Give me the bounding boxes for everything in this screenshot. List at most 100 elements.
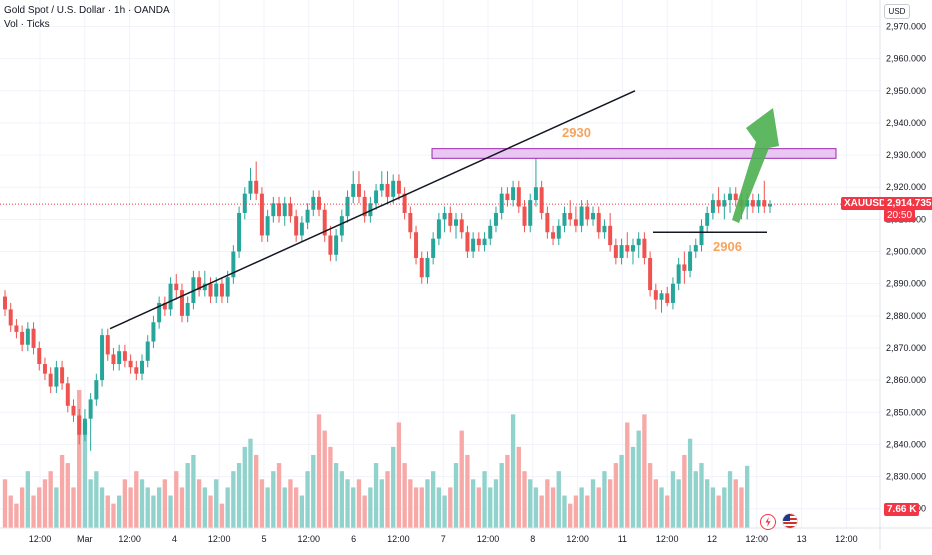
candle-body [705,212,710,226]
candle-body [219,283,224,297]
volume-bar [316,414,322,528]
candle-body [454,219,459,226]
volume-bar [470,479,476,528]
volume-bar [402,463,407,528]
volume-layer [2,390,750,528]
volume-bar [744,465,750,528]
candle-body [8,309,13,326]
candle-body [676,264,681,284]
candle-body [459,219,464,233]
volume-bar [156,487,162,528]
time-tick-label: 11 [618,534,627,544]
volume-bar [687,438,693,528]
volume-bar [225,487,230,528]
candle-body [573,219,578,226]
volume-bar [505,454,510,528]
support-label[interactable]: 2906 [713,239,742,254]
time-tick-label: 12:00 [387,534,410,544]
candle-body [745,200,750,207]
candle-body [442,212,447,220]
volume-bar [122,479,128,528]
candle-body [391,180,396,197]
candle-body [37,347,42,365]
volume-bar [162,479,168,528]
chart-legend: Gold Spot / U.S. Dollar · 1h · OANDA Vol… [4,4,170,32]
volume-bar [373,463,379,528]
volume-bar [168,495,173,528]
candle-body [100,335,105,381]
time-tick-label: 12:00 [566,534,589,544]
volume-bar [54,487,59,528]
volume-bar [659,487,664,528]
candle-body [71,405,76,416]
time-tick-label: 4 [172,534,177,544]
candle-body [556,225,561,239]
volume-bar [699,463,704,528]
volume-bar [436,487,442,528]
volume-bar [202,487,207,528]
volume-bar [636,430,641,528]
resistance-zone [431,148,837,159]
volume-bar [174,471,179,528]
time-tick-label: 7 [441,534,446,544]
price-tick-label: 2,960.000 [886,54,926,64]
candle-body [499,193,504,213]
currency-selector[interactable]: USD [884,4,910,19]
candle-body [214,283,219,297]
volume-bar [236,463,242,528]
time-tick-label: 12:00 [208,534,231,544]
candle-body [768,204,772,207]
lightning-icon[interactable] [760,514,776,530]
volume-bar [19,487,25,528]
candle-body [665,293,670,303]
us-flag-icon[interactable] [782,513,798,529]
candle-body [237,212,242,252]
candle-body [642,238,647,258]
candle-body [493,212,498,226]
price-tick-label: 2,900.000 [886,247,926,257]
price-tick-label: 2,970.000 [886,22,926,32]
volume-bar [716,495,721,528]
volume-title[interactable]: Vol · Ticks [4,19,50,30]
candle-body [88,399,93,419]
candle-body [728,193,733,201]
price-tick-label: 2,860.000 [886,375,926,385]
volume-bar [139,479,145,528]
volume-bar [25,471,31,528]
candle-body [619,245,624,258]
candle-body [145,341,150,361]
price-tick-label: 2,950.000 [886,86,926,96]
volume-bar [94,471,99,528]
time-tick-label: 12:00 [118,534,141,544]
candle-body [77,415,82,435]
candle-body [111,354,116,365]
candle-body [539,187,544,213]
candle-body [431,238,436,258]
symbol-title[interactable]: Gold Spot / U.S. Dollar · 1h · OANDA [4,5,170,16]
volume-bar [265,487,270,528]
candle-body [585,206,590,220]
symbol-tag: XAUUSD [841,197,890,210]
volume-bar [727,471,733,528]
resistance-label[interactable]: 2930 [562,125,591,140]
candle-body [402,193,407,213]
candle-body [362,196,367,217]
volume-bar [185,463,190,528]
candle-body [688,251,693,271]
volume-bar [516,446,521,528]
volume-bar [602,471,607,528]
volume-bar [590,479,596,528]
candle-body [659,293,664,300]
volume-bar [482,471,487,528]
volume-bar [556,471,561,528]
candle-body [351,184,356,197]
candle-body [122,351,127,361]
candle-body [436,219,441,239]
volume-bar [128,487,133,528]
candle-body [693,245,698,252]
candle-body [174,283,179,291]
volume-bar [191,454,196,528]
volume-bar [8,495,13,528]
